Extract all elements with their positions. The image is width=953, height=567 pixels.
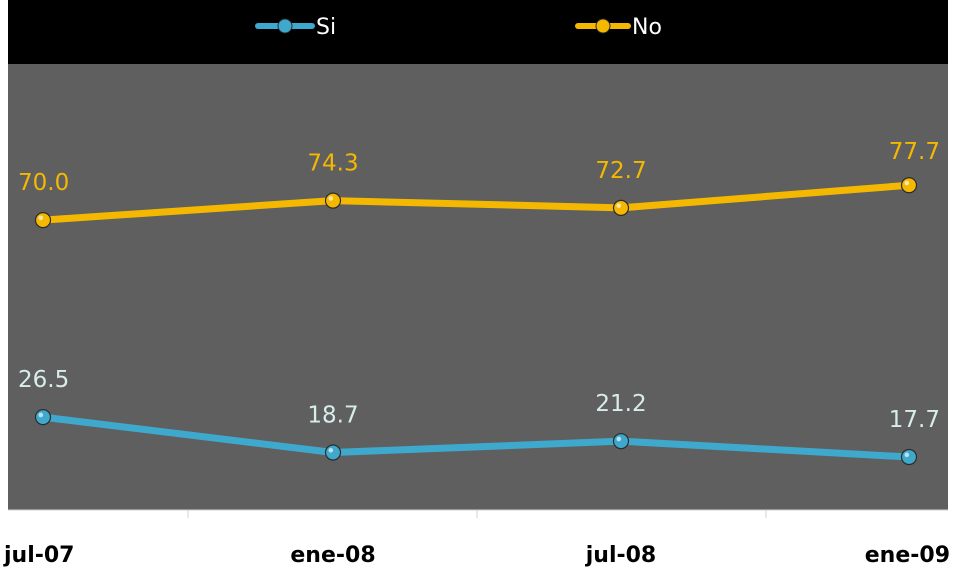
data-label-no-1: 70.0 xyxy=(18,170,69,196)
x-axis-ticks xyxy=(187,510,767,518)
x-tick-label-3: jul-08 xyxy=(585,543,657,567)
legend: Si No xyxy=(255,15,662,40)
data-point-highlight xyxy=(904,180,910,186)
data-label-si-3: 21.2 xyxy=(595,391,646,417)
data-label-no-4: 77.7 xyxy=(889,139,940,165)
data-point-highlight xyxy=(38,215,44,221)
x-tick-label-2: ene-08 xyxy=(290,543,375,567)
data-point-si-2 xyxy=(324,444,342,461)
data-point-no-2 xyxy=(324,192,342,209)
data-label-no-3: 72.7 xyxy=(595,158,646,184)
data-label-si-1: 26.5 xyxy=(18,367,69,393)
legend-label: Si xyxy=(316,15,336,40)
x-tick-label-4: ene-09 xyxy=(865,543,950,567)
data-point-highlight xyxy=(904,452,910,458)
data-point-highlight xyxy=(38,412,44,418)
data-label-no-2: 74.3 xyxy=(307,151,358,177)
data-point-highlight xyxy=(616,436,622,442)
series-si xyxy=(34,409,918,466)
data-point-no-1 xyxy=(34,212,52,229)
series-line-si xyxy=(39,413,913,461)
legend-item-si: Si xyxy=(255,15,336,40)
legend-item-no: No xyxy=(575,15,662,40)
data-label-si-2: 18.7 xyxy=(307,402,358,428)
plot-area xyxy=(8,64,948,510)
data-point-highlight xyxy=(616,203,622,208)
series-no xyxy=(34,177,918,229)
data-point-no-3 xyxy=(612,199,630,216)
legend-swatch-marker xyxy=(277,18,293,34)
data-label-si-4: 17.7 xyxy=(889,407,940,433)
data-point-si-3 xyxy=(612,433,630,450)
series-layer xyxy=(34,177,918,466)
data-point-highlight xyxy=(328,196,334,201)
data-point-highlight xyxy=(328,447,334,453)
x-tick-labels: jul-07 ene-08 jul-08 ene-09 xyxy=(3,543,950,567)
data-point-si-1 xyxy=(34,409,52,426)
legend-band xyxy=(8,0,948,64)
legend-label: No xyxy=(632,15,662,40)
data-point-si-4 xyxy=(900,448,918,466)
series-line-no xyxy=(39,181,913,224)
data-labels: 26.5 18.7 21.2 17.7 70.0 74.3 72.7 77.7 xyxy=(18,139,940,433)
x-tick-label-1: jul-07 xyxy=(3,543,75,567)
legend-swatch-marker xyxy=(595,18,611,34)
data-point-no-4 xyxy=(900,177,918,194)
